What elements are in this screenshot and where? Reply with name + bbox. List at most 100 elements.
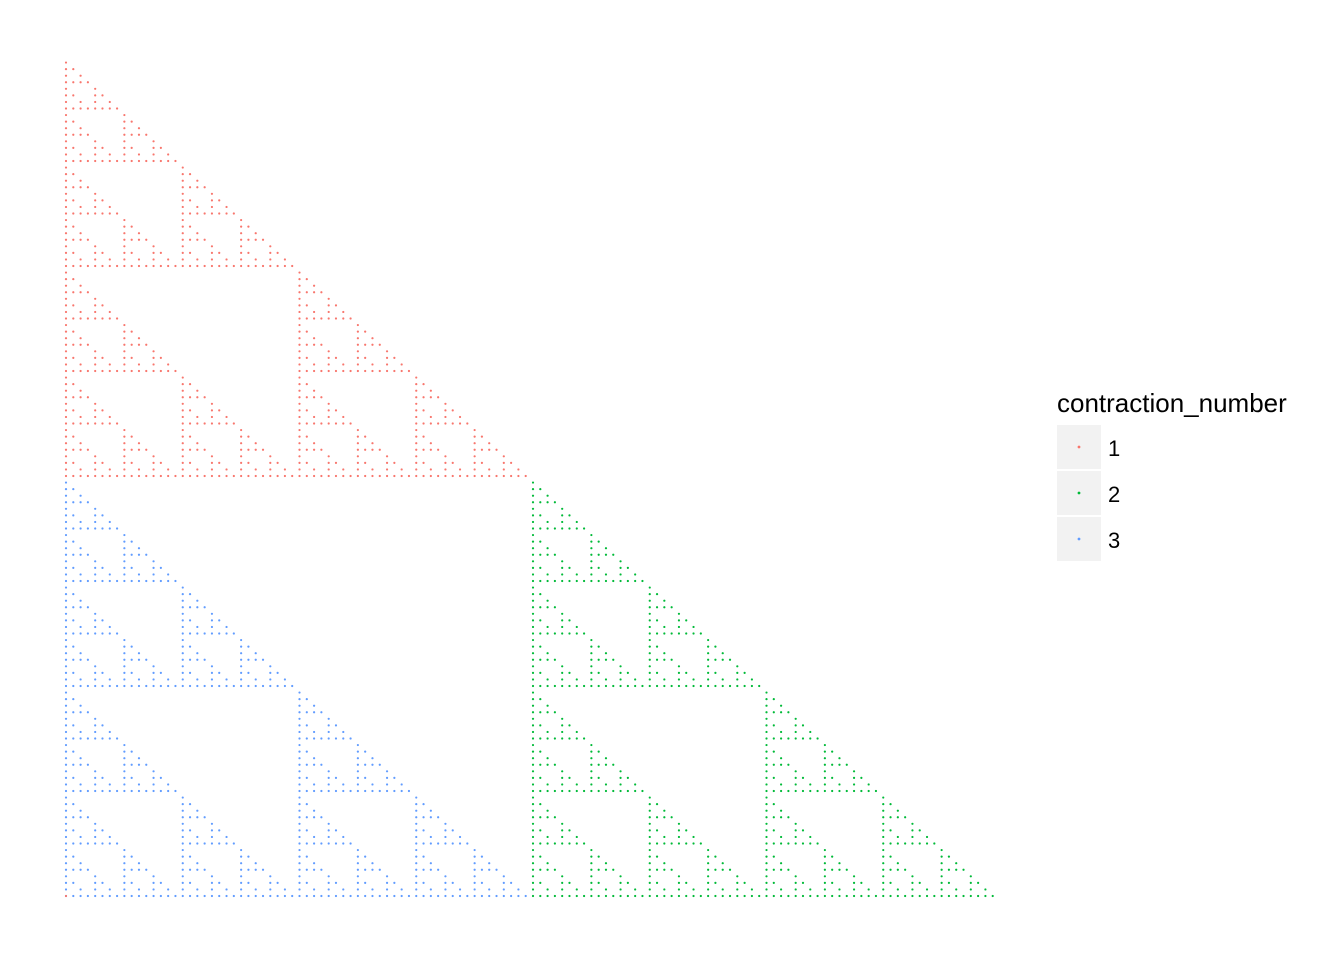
- point: [123, 343, 126, 346]
- point: [415, 875, 418, 878]
- point: [495, 894, 498, 898]
- point: [64, 271, 68, 274]
- point: [298, 415, 301, 419]
- point: [167, 264, 170, 268]
- point: [385, 461, 389, 464]
- point: [896, 835, 899, 839]
- point: [327, 783, 330, 786]
- point: [64, 533, 68, 537]
- point: [254, 448, 257, 451]
- legend-label-3: 3: [1108, 528, 1120, 553]
- point: [561, 566, 564, 569]
- point: [458, 468, 462, 471]
- point: [108, 159, 111, 163]
- point: [225, 894, 228, 898]
- point: [94, 107, 97, 110]
- point: [356, 356, 359, 359]
- point: [101, 724, 104, 727]
- point: [86, 159, 89, 163]
- point: [327, 356, 330, 359]
- point: [342, 317, 345, 320]
- point: [137, 573, 141, 576]
- point: [531, 638, 535, 642]
- point: [852, 875, 856, 878]
- point: [196, 179, 199, 182]
- point: [72, 422, 75, 425]
- point: [531, 888, 535, 891]
- point: [677, 619, 681, 622]
- point: [72, 448, 75, 451]
- point: [612, 789, 615, 793]
- point: [561, 632, 564, 635]
- point: [575, 835, 578, 839]
- point: [72, 488, 75, 491]
- point: [247, 251, 250, 254]
- point: [882, 829, 885, 832]
- point: [64, 770, 68, 773]
- point: [356, 757, 359, 760]
- point: [137, 658, 141, 661]
- point: [933, 842, 936, 845]
- point: [546, 816, 549, 819]
- point: [152, 350, 155, 353]
- point: [349, 842, 352, 845]
- point: [327, 888, 330, 891]
- point: [64, 448, 68, 451]
- point: [261, 474, 265, 478]
- point: [320, 868, 323, 871]
- point: [86, 291, 89, 294]
- point: [108, 369, 111, 373]
- point: [619, 678, 622, 681]
- point: [327, 461, 330, 464]
- point: [130, 671, 133, 674]
- point: [634, 573, 637, 576]
- point: [765, 875, 768, 878]
- point: [750, 684, 754, 688]
- point: [531, 507, 535, 510]
- point: [721, 868, 724, 871]
- point: [181, 894, 184, 898]
- point: [364, 343, 367, 346]
- point: [677, 888, 681, 891]
- point: [305, 894, 308, 898]
- point: [72, 737, 75, 740]
- point: [115, 579, 119, 583]
- point: [130, 579, 133, 583]
- point: [145, 684, 148, 688]
- point: [597, 684, 600, 688]
- point: [181, 809, 184, 812]
- point: [590, 848, 593, 852]
- point: [86, 894, 89, 898]
- point: [123, 428, 126, 432]
- point: [371, 894, 374, 898]
- point: [94, 402, 97, 405]
- point: [312, 783, 316, 786]
- point: [699, 632, 702, 635]
- point: [531, 789, 535, 793]
- point: [546, 711, 549, 714]
- point: [130, 251, 133, 254]
- point: [429, 816, 432, 819]
- point: [327, 717, 330, 720]
- point: [115, 369, 119, 373]
- point: [444, 888, 447, 891]
- point: [188, 238, 192, 241]
- point: [977, 894, 980, 898]
- point: [918, 829, 921, 832]
- point: [327, 737, 330, 740]
- point: [210, 842, 214, 845]
- point: [64, 586, 68, 589]
- point: [597, 763, 600, 766]
- point: [137, 127, 141, 130]
- point: [531, 757, 535, 760]
- point: [232, 264, 235, 268]
- point: [305, 868, 308, 871]
- point: [312, 343, 316, 346]
- point: [210, 678, 214, 681]
- point: [64, 323, 68, 327]
- point: [94, 724, 97, 727]
- point: [152, 894, 155, 898]
- point: [612, 894, 615, 898]
- point: [473, 442, 476, 445]
- point: [794, 881, 797, 884]
